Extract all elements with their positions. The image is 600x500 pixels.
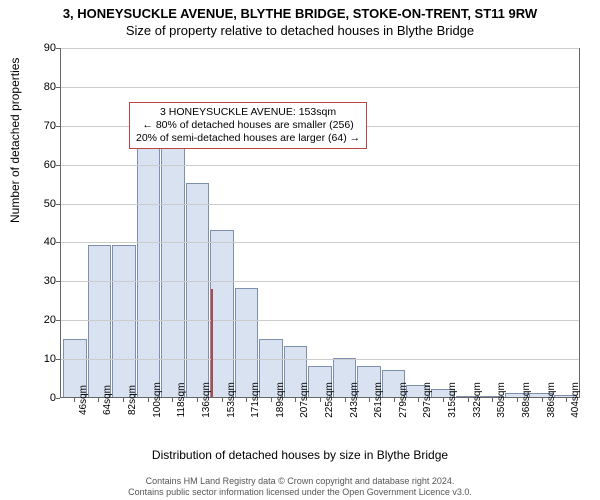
xtick-mark [345,398,346,402]
grid-line [61,281,579,282]
xtick-mark [148,398,149,402]
xtick-mark [123,398,124,402]
xtick-label: 207sqm [299,382,310,418]
xtick-label: 279sqm [398,382,409,418]
ytick-label: 30 [26,275,56,287]
bars-group [61,48,579,397]
xtick-label: 350sqm [496,382,507,418]
xtick-label: 189sqm [275,382,286,418]
xtick-label: 315sqm [447,382,458,418]
chart-title-main: 3, HONEYSUCKLE AVENUE, BLYTHE BRIDGE, ST… [0,0,600,21]
xtick-mark [74,398,75,402]
xtick-label: 368sqm [521,382,532,418]
ytick-label: 70 [26,120,56,132]
ytick-mark [56,126,60,127]
ytick-mark [56,242,60,243]
xtick-mark [246,398,247,402]
xtick-label: 100sqm [152,382,163,418]
ytick-label: 40 [26,236,56,248]
xtick-mark [566,398,567,402]
bar [235,288,259,397]
xtick-label: 136sqm [201,382,212,418]
annotation-line: ← 80% of detached houses are smaller (25… [136,119,360,132]
footer-attribution: Contains HM Land Registry data © Crown c… [0,476,600,498]
ytick-mark [56,281,60,282]
x-axis-label: Distribution of detached houses by size … [0,448,600,462]
annotation-line: 3 HONEYSUCKLE AVENUE: 153sqm [136,106,360,119]
xtick-label: 297sqm [422,382,433,418]
ytick-label: 80 [26,81,56,93]
xtick-mark [172,398,173,402]
xtick-mark [197,398,198,402]
footer-line-1: Contains HM Land Registry data © Crown c… [0,476,600,487]
xtick-label: 261sqm [373,382,384,418]
xtick-mark [271,398,272,402]
xtick-mark [394,398,395,402]
grid-line [61,48,579,49]
ytick-label: 20 [26,314,56,326]
y-axis-label: Number of detached properties [8,58,22,223]
ytick-mark [56,165,60,166]
xtick-mark [492,398,493,402]
ytick-mark [56,398,60,399]
reference-line [211,289,213,398]
ytick-label: 10 [26,353,56,365]
ytick-label: 50 [26,198,56,210]
xtick-mark [542,398,543,402]
xtick-mark [517,398,518,402]
annotation-box: 3 HONEYSUCKLE AVENUE: 153sqm← 80% of det… [129,102,367,149]
xtick-label: 404sqm [570,382,581,418]
grid-line [61,320,579,321]
grid-line [61,165,579,166]
xtick-label: 386sqm [546,382,557,418]
xtick-label: 118sqm [176,383,187,418]
bar [210,230,234,397]
xtick-label: 64sqm [102,385,113,415]
plot-area: 3 HONEYSUCKLE AVENUE: 153sqm← 80% of det… [60,48,580,398]
ytick-label: 60 [26,159,56,171]
bar [186,183,210,397]
ytick-label: 0 [26,392,56,404]
footer-line-2: Contains public sector information licen… [0,487,600,498]
grid-line [61,87,579,88]
ytick-mark [56,48,60,49]
xtick-mark [98,398,99,402]
grid-line [61,242,579,243]
xtick-mark [418,398,419,402]
xtick-label: 225sqm [324,382,335,418]
ytick-mark [56,87,60,88]
xtick-label: 332sqm [472,382,483,418]
xtick-label: 82sqm [127,385,138,415]
grid-line [61,359,579,360]
xtick-label: 46sqm [78,385,89,415]
xtick-mark [369,398,370,402]
xtick-mark [222,398,223,402]
ytick-mark [56,359,60,360]
annotation-line: 20% of semi-detached houses are larger (… [136,132,360,145]
ytick-label: 90 [26,42,56,54]
chart-container: 3, HONEYSUCKLE AVENUE, BLYTHE BRIDGE, ST… [0,0,600,500]
ytick-mark [56,204,60,205]
xtick-mark [320,398,321,402]
bar [137,129,161,397]
chart-title-sub: Size of property relative to detached ho… [0,21,600,38]
xtick-label: 243sqm [349,382,360,418]
xtick-mark [443,398,444,402]
xtick-label: 153sqm [226,382,237,418]
xtick-mark [295,398,296,402]
xtick-label: 171sqm [250,382,261,418]
grid-line [61,204,579,205]
xtick-mark [468,398,469,402]
ytick-mark [56,320,60,321]
